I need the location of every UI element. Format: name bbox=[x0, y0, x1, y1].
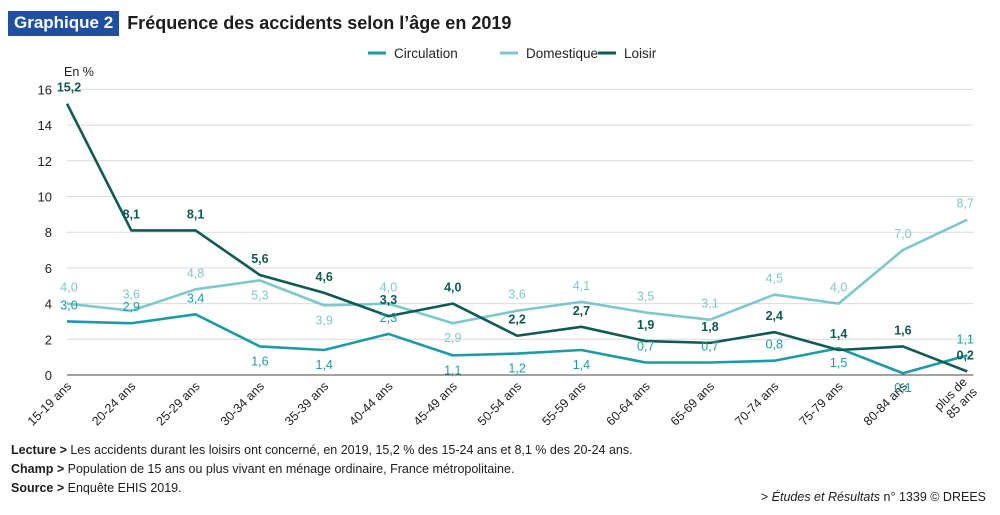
series-line-loisir bbox=[65, 103, 968, 373]
x-tick-label: 20-24 ans bbox=[89, 379, 138, 428]
data-label: 8,1 bbox=[187, 207, 204, 221]
data-label: 3,6 bbox=[508, 288, 525, 302]
data-label: 0,7 bbox=[637, 340, 654, 354]
data-label: 3,0 bbox=[60, 298, 77, 312]
data-label: 0,7 bbox=[701, 340, 718, 354]
svg-text:20-24 ans: 20-24 ans bbox=[89, 379, 138, 428]
data-label: 2,3 bbox=[380, 311, 397, 325]
y-tick-label: 10 bbox=[38, 190, 52, 205]
chart-header: Graphique 2 Fréquence des accidents selo… bbox=[8, 10, 511, 36]
data-label: 3,9 bbox=[316, 313, 333, 327]
svg-text:45-49 ans: 45-49 ans bbox=[411, 379, 460, 428]
data-label: 4,8 bbox=[187, 266, 204, 280]
series-line-domestique bbox=[66, 218, 968, 325]
data-label: 2,7 bbox=[573, 304, 590, 318]
data-label: 1,6 bbox=[251, 354, 268, 368]
y-tick-label: 8 bbox=[45, 225, 52, 240]
x-tick-label: 45-49 ans bbox=[411, 379, 460, 428]
x-tick-label: 40-44 ans bbox=[346, 379, 395, 428]
data-label: 1,8 bbox=[701, 320, 718, 334]
data-label: 1,2 bbox=[508, 362, 525, 376]
svg-text:plus de85 ans: plus de85 ans bbox=[932, 375, 980, 423]
x-tick-label: 60-64 ans bbox=[604, 379, 653, 428]
data-label: 15,2 bbox=[57, 81, 81, 95]
data-label: 3,5 bbox=[637, 290, 654, 304]
data-label: 2,9 bbox=[123, 300, 140, 314]
data-label: 0,1 bbox=[894, 381, 911, 395]
chart-notes: Lecture > Les accidents durant les loisi… bbox=[11, 441, 633, 498]
data-label: 1,4 bbox=[573, 358, 590, 372]
data-label: 1,9 bbox=[637, 318, 654, 332]
data-label: 4,0 bbox=[60, 281, 77, 295]
svg-text:40-44 ans: 40-44 ans bbox=[346, 379, 395, 428]
y-tick-label: 12 bbox=[38, 154, 52, 169]
svg-text:50-54 ans: 50-54 ans bbox=[475, 379, 524, 428]
data-label: 4,6 bbox=[316, 270, 333, 284]
data-label: 4,0 bbox=[380, 281, 397, 295]
data-label: 8,1 bbox=[123, 207, 140, 221]
data-label: 5,6 bbox=[251, 252, 268, 266]
data-label: 3,6 bbox=[123, 288, 140, 302]
data-label: 4,0 bbox=[830, 281, 847, 295]
data-label: 0,8 bbox=[766, 338, 783, 352]
data-label: 4,1 bbox=[573, 279, 590, 293]
data-label: 4,5 bbox=[766, 272, 783, 286]
svg-text:55-59 ans: 55-59 ans bbox=[539, 379, 588, 428]
svg-text:25-29 ans: 25-29 ans bbox=[154, 379, 203, 428]
legend-label: Domestique bbox=[526, 46, 598, 61]
data-label: 2,2 bbox=[508, 313, 525, 327]
svg-text:75-79 ans: 75-79 ans bbox=[797, 379, 846, 428]
data-label: 4,0 bbox=[444, 281, 461, 295]
x-tick-label: plus de85 ans bbox=[932, 375, 980, 423]
legend-label: Loisir bbox=[624, 46, 657, 61]
svg-text:65-69 ans: 65-69 ans bbox=[668, 379, 717, 428]
line-chart: 0 2 4 6 8 10 12 14 16 En % 15-19 ans 20-24 ans 25-29… bbox=[25, 46, 980, 428]
y-axis-label: En % bbox=[64, 65, 94, 79]
chart-title: Fréquence des accidents selon l’âge en 2… bbox=[127, 12, 512, 33]
x-tick-label: 15-19 ans bbox=[25, 379, 74, 428]
data-label: 7,0 bbox=[894, 227, 911, 241]
data-label: 5,3 bbox=[251, 288, 268, 302]
legend-label: Circulation bbox=[394, 46, 458, 61]
x-tick-label: 65-69 ans bbox=[668, 379, 717, 428]
x-tick-label: 55-59 ans bbox=[539, 379, 588, 428]
svg-text:60-64 ans: 60-64 ans bbox=[604, 379, 653, 428]
source-credit: > Études et Résultats n° 1339 © DREES bbox=[760, 490, 986, 504]
x-tick-label: 35-39 ans bbox=[282, 379, 331, 428]
note-lecture: Lecture > Les accidents durant les loisi… bbox=[11, 443, 633, 457]
data-label: 1,5 bbox=[830, 356, 847, 370]
data-label: 2,4 bbox=[766, 309, 783, 323]
y-tick-label: 0 bbox=[45, 368, 52, 383]
figure-tag: Graphique 2 bbox=[8, 10, 120, 36]
y-tick-label: 4 bbox=[45, 297, 52, 312]
data-label: 1,1 bbox=[957, 332, 974, 346]
note-champ: Champ > Population de 15 ans ou plus viv… bbox=[11, 462, 515, 476]
data-label: 1,1 bbox=[444, 363, 461, 377]
x-tick-label: 75-79 ans bbox=[797, 379, 846, 428]
data-label: 0,2 bbox=[957, 348, 974, 362]
x-tick-label: 70-74 ans bbox=[732, 379, 781, 428]
series-line-circulation bbox=[66, 313, 968, 375]
y-tick-label: 2 bbox=[45, 332, 52, 347]
y-tick-label: 6 bbox=[45, 261, 52, 276]
x-tick-label: 30-34 ans bbox=[218, 379, 267, 428]
data-label: 1,4 bbox=[316, 358, 333, 372]
data-label: 1,6 bbox=[894, 323, 911, 337]
svg-text:35-39 ans: 35-39 ans bbox=[282, 379, 331, 428]
svg-text:15-19 ans: 15-19 ans bbox=[25, 379, 74, 428]
data-label: 1,4 bbox=[830, 327, 847, 341]
data-label: 3,3 bbox=[380, 293, 397, 307]
y-tick-label: 14 bbox=[38, 118, 52, 133]
data-label: 2,9 bbox=[444, 331, 461, 345]
data-label: 3,4 bbox=[187, 291, 204, 305]
x-tick-label: 25-29 ans bbox=[154, 379, 203, 428]
y-tick-label: 16 bbox=[38, 82, 52, 97]
svg-text:30-34 ans: 30-34 ans bbox=[218, 379, 267, 428]
svg-text:70-74 ans: 70-74 ans bbox=[732, 379, 781, 428]
note-source: Source > Enquête EHIS 2019. bbox=[11, 481, 182, 495]
x-tick-label: 50-54 ans bbox=[475, 379, 524, 428]
data-label: 3,1 bbox=[701, 297, 718, 311]
data-label: 8,7 bbox=[957, 197, 974, 211]
